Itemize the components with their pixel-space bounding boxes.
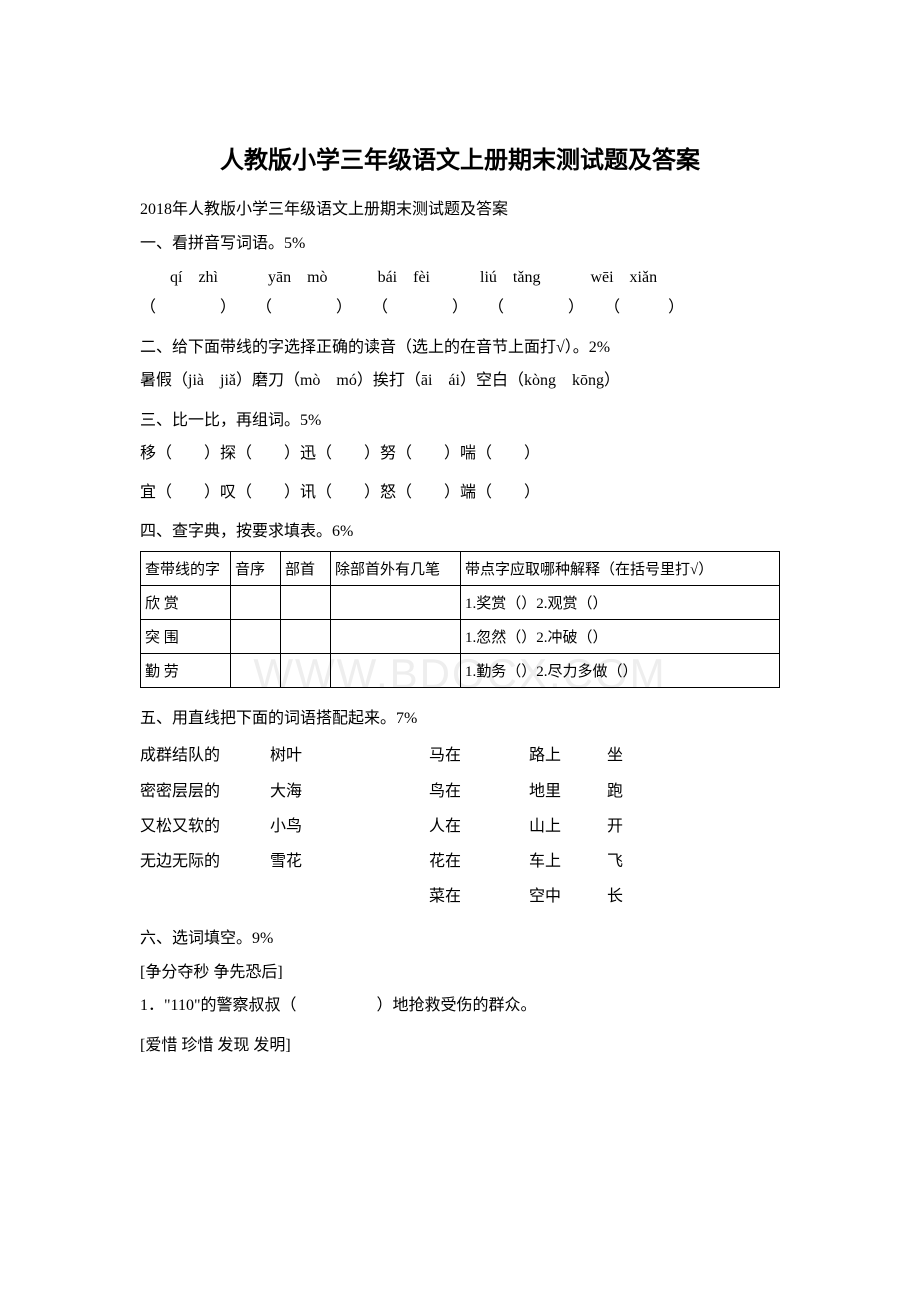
match-cell: 大海 bbox=[270, 774, 390, 809]
pinyin-2: yān mò bbox=[268, 263, 328, 287]
match-cell: 飞 bbox=[590, 844, 640, 879]
match-cell: 鸟在 bbox=[390, 774, 500, 809]
cell-meaning-1: 1.奖赏（）2.观赏（） bbox=[461, 586, 780, 620]
cell-meaning-3: 1.勤务（）2.尽力多做（） bbox=[461, 654, 780, 688]
match-cell: 花在 bbox=[390, 844, 500, 879]
subtitle: 2018年人教版小学三年级语文上册期末测试题及答案 bbox=[140, 195, 780, 219]
main-title: 人教版小学三年级语文上册期末测试题及答案 bbox=[140, 140, 780, 175]
document-content: 人教版小学三年级语文上册期末测试题及答案 2018年人教版小学三年级语文上册期末… bbox=[140, 140, 780, 1055]
match-cell: 无边无际的 bbox=[140, 844, 270, 879]
th-meaning: 带点字应取哪种解释（在括号里打√） bbox=[461, 552, 780, 586]
cell-char-2: 突 围 bbox=[141, 620, 231, 654]
section-3-heading: 三、比一比，再组词。5% bbox=[140, 406, 780, 430]
pinyin-row: qí zhì yān mò bái fèi liú tǎng wēi xiǎn bbox=[140, 263, 780, 287]
cell-char-1: 欣 赏 bbox=[141, 586, 231, 620]
match-cell: 坐 bbox=[590, 738, 640, 773]
match-row-4: 无边无际的 雪花 花在 车上 飞 bbox=[140, 844, 780, 879]
match-cell: 菜在 bbox=[390, 879, 500, 914]
cell-empty bbox=[331, 586, 461, 620]
match-cell: 跑 bbox=[590, 774, 640, 809]
cell-empty bbox=[281, 620, 331, 654]
cell-empty bbox=[281, 586, 331, 620]
cell-empty bbox=[231, 654, 281, 688]
match-cell: 雪花 bbox=[270, 844, 390, 879]
pinyin-5: wēi xiǎn bbox=[590, 263, 657, 287]
blank-1: （ ） bbox=[140, 293, 236, 317]
match-grid: 成群结队的 树叶 马在 路上 坐 密密层层的 大海 鸟在 地里 跑 又松又软的 … bbox=[140, 738, 780, 914]
th-char: 查带线的字 bbox=[141, 552, 231, 586]
section-6-item-1: 1．"110"的警察叔叔（ ）地抢救受伤的群众。 bbox=[140, 992, 780, 1021]
match-row-2: 密密层层的 大海 鸟在 地里 跑 bbox=[140, 774, 780, 809]
cell-meaning-2: 1.忽然（）2.冲破（） bbox=[461, 620, 780, 654]
match-cell: 小鸟 bbox=[270, 809, 390, 844]
match-cell: 开 bbox=[590, 809, 640, 844]
match-cell: 长 bbox=[590, 879, 640, 914]
cell-char-3: 勤 劳 bbox=[141, 654, 231, 688]
match-row-3: 又松又软的 小鸟 人在 山上 开 bbox=[140, 809, 780, 844]
cell-empty bbox=[231, 620, 281, 654]
pinyin-3: bái fèi bbox=[378, 263, 430, 287]
cell-empty bbox=[331, 654, 461, 688]
section-4-heading: 四、查字典，按要求填表。6% bbox=[140, 517, 780, 541]
section-2-heading: 二、给下面带线的字选择正确的读音（选上的在音节上面打√）。2% bbox=[140, 333, 780, 357]
table-row: 突 围 1.忽然（）2.冲破（） bbox=[141, 620, 780, 654]
match-row-1: 成群结队的 树叶 马在 路上 坐 bbox=[140, 738, 780, 773]
section-2-line: 暑假（jià jiǎ）磨刀（mò mó）挨打（āi ái）空白（kòng kōn… bbox=[140, 367, 780, 396]
match-cell: 人在 bbox=[390, 809, 500, 844]
word-group-2: [爱惜 珍惜 发现 发明] bbox=[140, 1031, 780, 1055]
match-cell: 又松又软的 bbox=[140, 809, 270, 844]
pinyin-4: liú tǎng bbox=[480, 263, 540, 287]
section-6-heading: 六、选词填空。9% bbox=[140, 924, 780, 948]
table-row: 勤 劳 1.勤务（）2.尽力多做（） bbox=[141, 654, 780, 688]
blank-3: （ ） bbox=[372, 293, 468, 317]
match-cell: 成群结队的 bbox=[140, 738, 270, 773]
match-cell: 车上 bbox=[500, 844, 590, 879]
th-bushou: 部首 bbox=[281, 552, 331, 586]
section-3-line-2: 宜（ ）叹（ ）讯（ ）怒（ ）端（ ） bbox=[140, 479, 780, 508]
th-yinxu: 音序 bbox=[231, 552, 281, 586]
section-3-line-1: 移（ ）探（ ）迅（ ）努（ ）喘（ ） bbox=[140, 440, 780, 469]
blank-5: （ ） bbox=[604, 293, 684, 317]
match-cell: 山上 bbox=[500, 809, 590, 844]
blank-4: （ ） bbox=[488, 293, 584, 317]
section-5-heading: 五、用直线把下面的词语搭配起来。7% bbox=[140, 704, 780, 728]
match-cell bbox=[140, 879, 270, 914]
cell-empty bbox=[331, 620, 461, 654]
th-bihua: 除部首外有几笔 bbox=[331, 552, 461, 586]
match-cell: 地里 bbox=[500, 774, 590, 809]
dictionary-table: 查带线的字 音序 部首 除部首外有几笔 带点字应取哪种解释（在括号里打√） 欣 … bbox=[140, 551, 780, 688]
blank-row: （ ） （ ） （ ） （ ） （ ） bbox=[140, 293, 780, 317]
blank-2: （ ） bbox=[256, 293, 352, 317]
section-1-heading: 一、看拼音写词语。5% bbox=[140, 229, 780, 253]
table-header-row: 查带线的字 音序 部首 除部首外有几笔 带点字应取哪种解释（在括号里打√） bbox=[141, 552, 780, 586]
cell-empty bbox=[231, 586, 281, 620]
word-group-1: [争分夺秒 争先恐后] bbox=[140, 958, 780, 982]
match-cell: 树叶 bbox=[270, 738, 390, 773]
match-cell: 路上 bbox=[500, 738, 590, 773]
match-row-5: 菜在 空中 长 bbox=[140, 879, 780, 914]
table-row: 欣 赏 1.奖赏（）2.观赏（） bbox=[141, 586, 780, 620]
match-cell: 密密层层的 bbox=[140, 774, 270, 809]
match-cell: 马在 bbox=[390, 738, 500, 773]
match-cell bbox=[270, 879, 390, 914]
cell-empty bbox=[281, 654, 331, 688]
match-cell: 空中 bbox=[500, 879, 590, 914]
pinyin-1: qí zhì bbox=[170, 263, 218, 287]
